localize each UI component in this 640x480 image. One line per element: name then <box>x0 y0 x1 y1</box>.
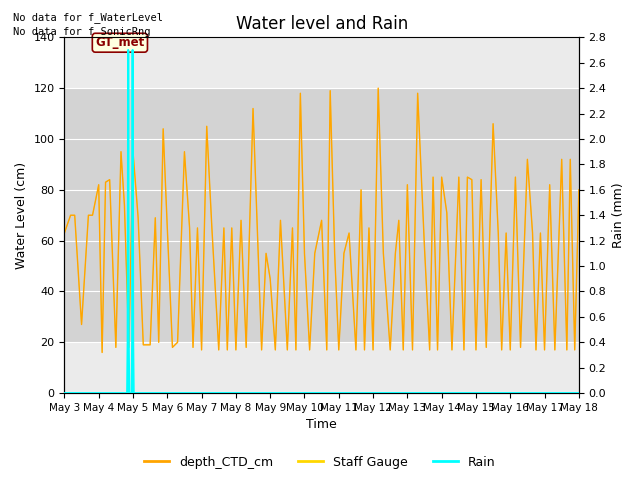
Y-axis label: Water Level (cm): Water Level (cm) <box>15 162 28 269</box>
Text: GT_met: GT_met <box>95 36 145 49</box>
Text: No data for f_WaterLevel: No data for f_WaterLevel <box>13 12 163 23</box>
Bar <box>65 88 579 342</box>
Text: No data for f_SonicRng: No data for f_SonicRng <box>13 26 150 37</box>
Y-axis label: Rain (mm): Rain (mm) <box>612 182 625 248</box>
Title: Water level and Rain: Water level and Rain <box>236 15 408 33</box>
X-axis label: Time: Time <box>307 419 337 432</box>
Legend: depth_CTD_cm, Staff Gauge, Rain: depth_CTD_cm, Staff Gauge, Rain <box>140 451 500 474</box>
